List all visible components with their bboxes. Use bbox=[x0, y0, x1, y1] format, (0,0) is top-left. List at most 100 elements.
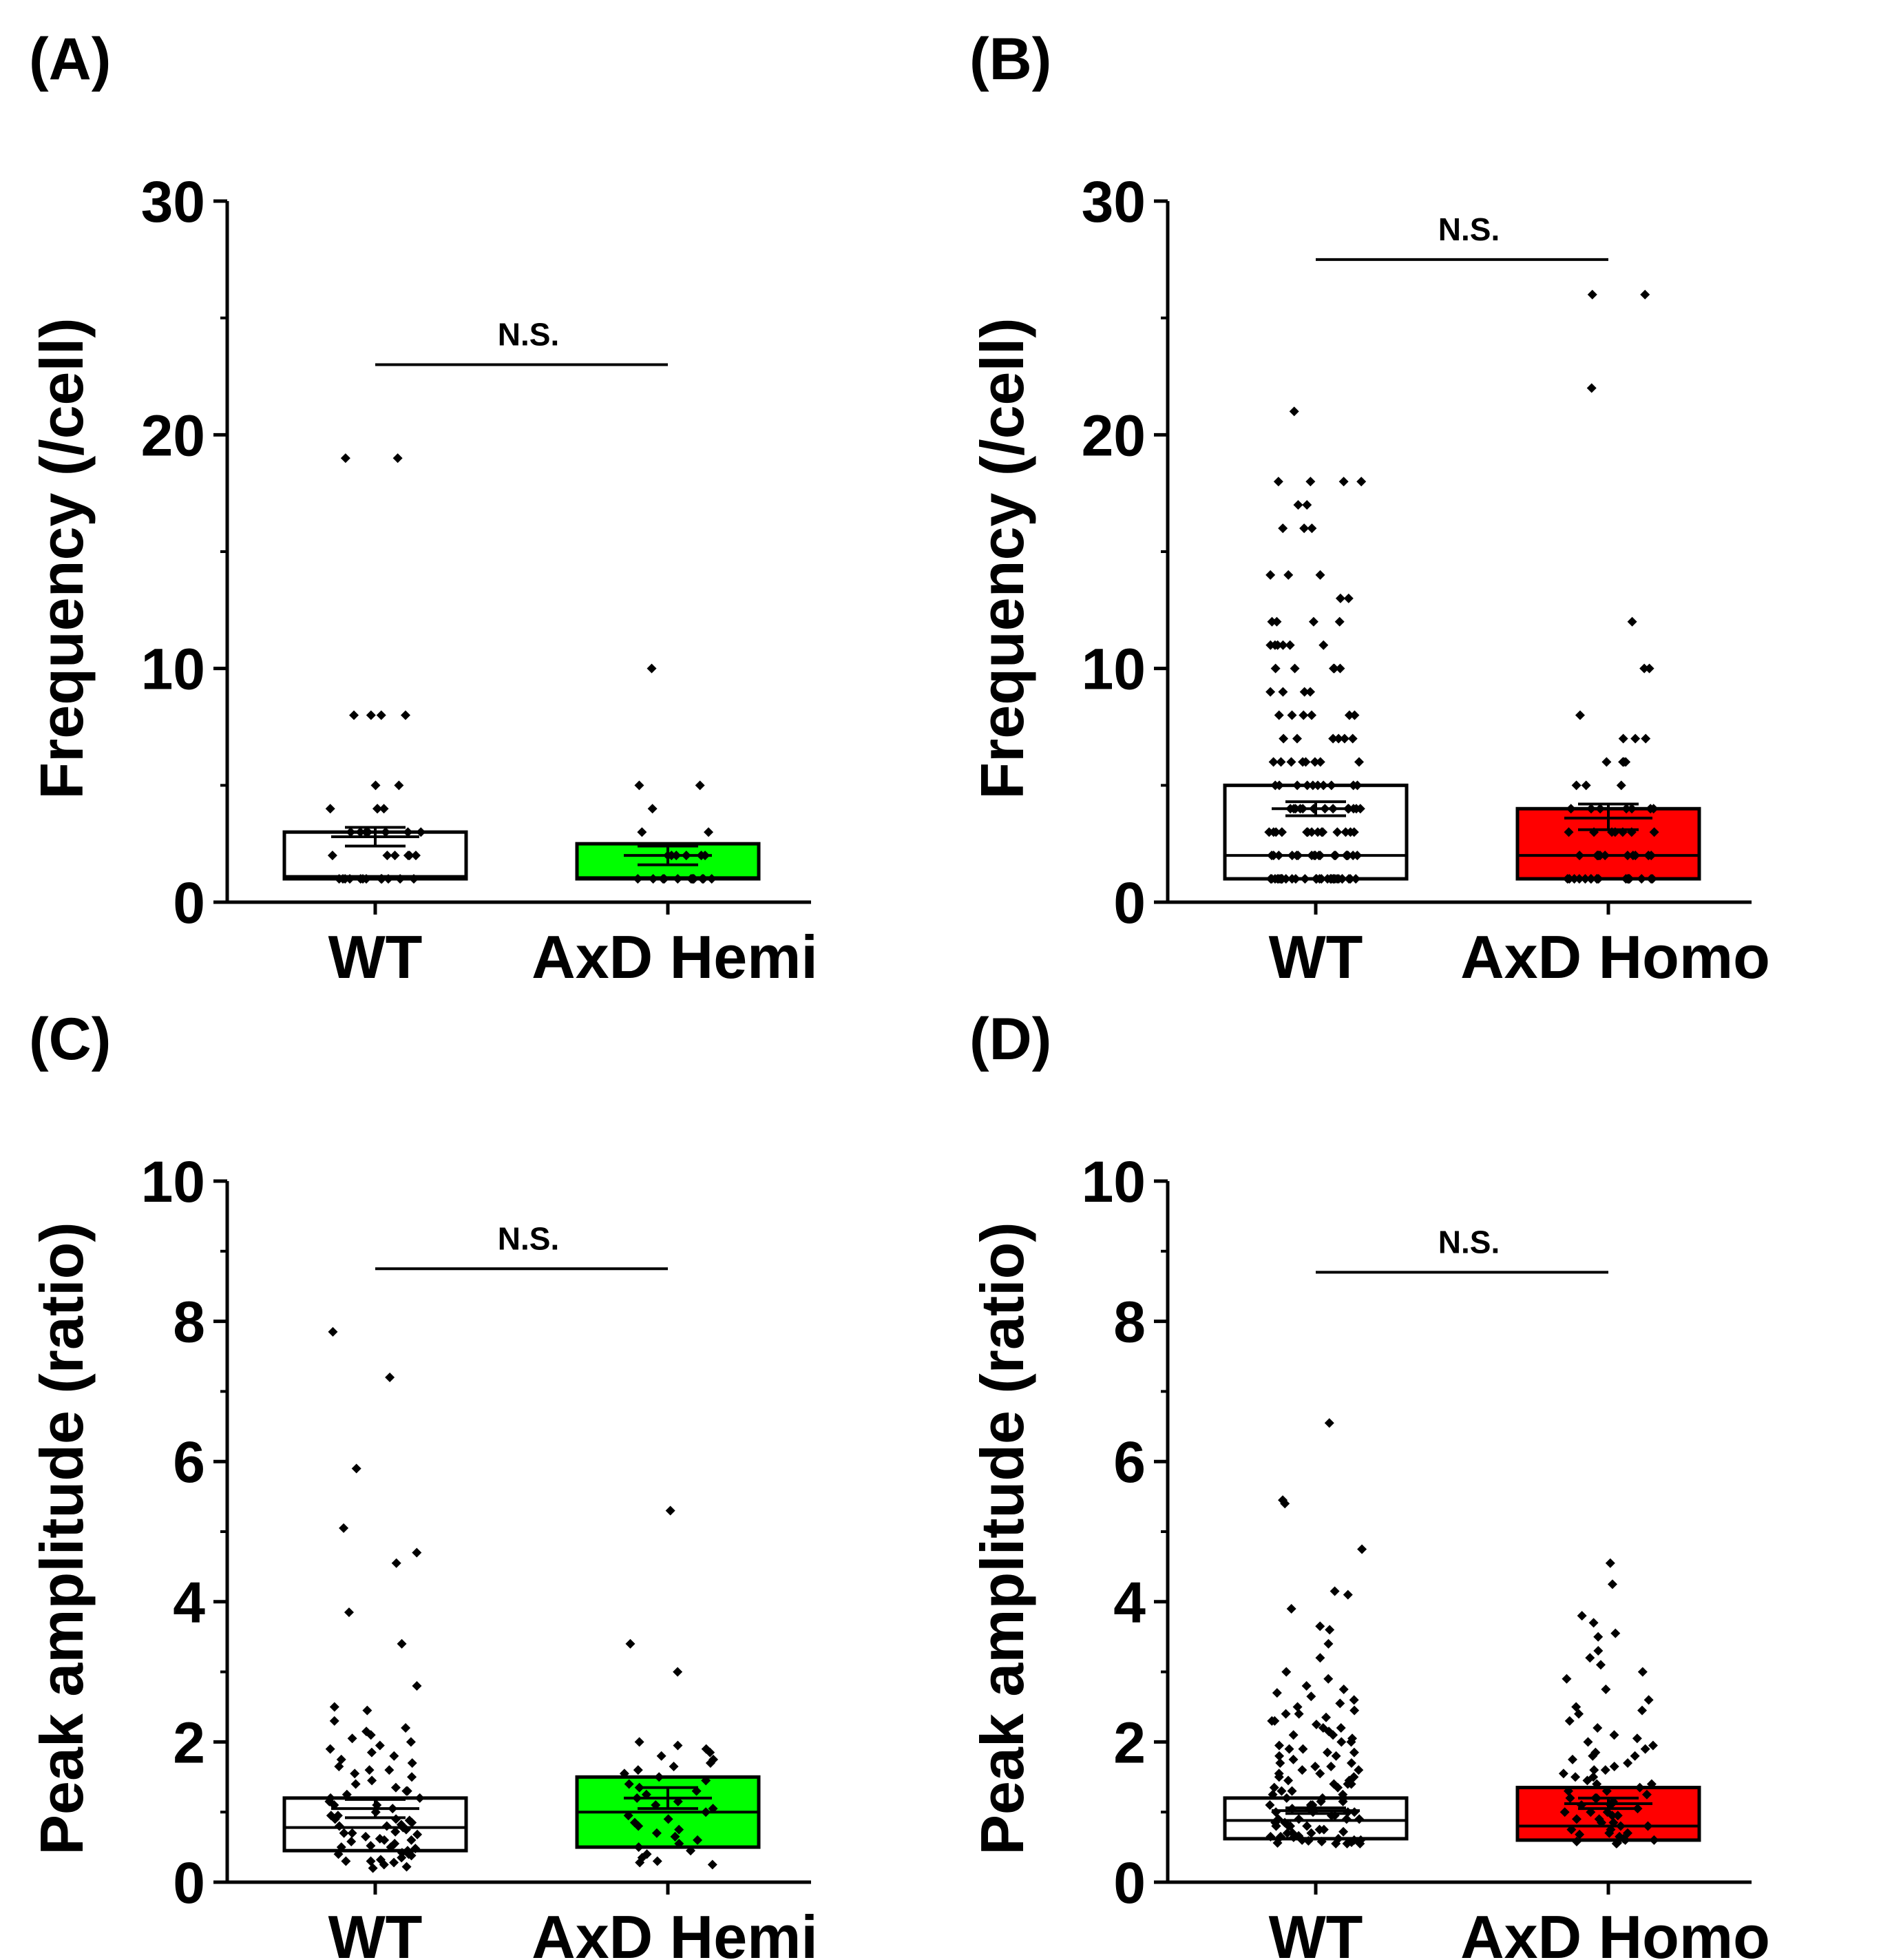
data-point bbox=[1274, 1769, 1284, 1779]
data-point bbox=[624, 1779, 634, 1789]
data-point bbox=[1306, 1691, 1316, 1702]
data-point bbox=[406, 1737, 416, 1747]
data-point bbox=[1637, 1667, 1648, 1677]
data-point bbox=[1264, 827, 1274, 837]
x-category-label: WT bbox=[1269, 923, 1363, 991]
data-point bbox=[1292, 851, 1302, 861]
data-point bbox=[1595, 804, 1606, 814]
data-point bbox=[328, 1326, 338, 1337]
data-point bbox=[1581, 780, 1591, 791]
data-point bbox=[382, 851, 392, 861]
data-point bbox=[1627, 804, 1637, 814]
data-point bbox=[325, 1744, 335, 1754]
panel-label: (C) bbox=[29, 1006, 111, 1072]
data-point bbox=[407, 1772, 417, 1782]
panel-a: (A) 0 10 20 30 Frequency (/cell) WT AxD Hemi N.S… bbox=[0, 0, 941, 991]
data-point bbox=[1315, 1769, 1325, 1779]
data-point bbox=[368, 1863, 378, 1873]
data-point bbox=[663, 1814, 673, 1824]
data-point bbox=[366, 710, 376, 720]
data-point bbox=[1307, 523, 1317, 534]
data-point bbox=[386, 1842, 396, 1853]
data-point bbox=[1336, 1723, 1346, 1733]
data-point bbox=[1601, 1786, 1612, 1796]
panel-label: (D) bbox=[969, 1006, 1051, 1072]
data-point bbox=[654, 1772, 664, 1782]
data-point bbox=[1348, 780, 1358, 791]
data-point bbox=[1316, 1796, 1326, 1806]
data-point bbox=[1301, 1680, 1312, 1691]
data-point bbox=[379, 1859, 389, 1870]
data-point bbox=[1619, 1833, 1629, 1844]
data-point bbox=[1600, 851, 1610, 861]
data-point bbox=[1284, 1744, 1294, 1754]
data-point bbox=[1641, 733, 1651, 744]
data-point bbox=[1580, 874, 1590, 884]
data-point bbox=[325, 804, 335, 814]
data-point bbox=[623, 1811, 633, 1821]
data-point bbox=[1627, 616, 1637, 627]
data-point bbox=[1558, 1769, 1568, 1779]
data-point bbox=[1586, 874, 1596, 884]
data-point bbox=[701, 1775, 711, 1786]
y-axis-label: Peak amplitude (ratio) bbox=[968, 1222, 1036, 1855]
data-point bbox=[1265, 570, 1276, 580]
data-point bbox=[633, 874, 643, 884]
data-point bbox=[647, 804, 658, 814]
data-point bbox=[1640, 289, 1650, 300]
data-point bbox=[1285, 1821, 1296, 1831]
data-point bbox=[1615, 1821, 1626, 1831]
data-point bbox=[385, 1373, 395, 1383]
data-point bbox=[1271, 827, 1281, 837]
data-point bbox=[1303, 1835, 1314, 1846]
data-point bbox=[327, 851, 337, 861]
data-point bbox=[1274, 710, 1284, 720]
data-point bbox=[1305, 687, 1316, 697]
y-axis-label: Peak amplitude (ratio) bbox=[28, 1222, 96, 1855]
data-point bbox=[1347, 733, 1358, 744]
data-point bbox=[686, 1846, 696, 1856]
data-point bbox=[394, 780, 404, 791]
data-point bbox=[1307, 851, 1317, 861]
data-point bbox=[379, 1835, 390, 1845]
data-point bbox=[1326, 780, 1336, 791]
data-point bbox=[410, 851, 421, 861]
data-point bbox=[334, 1762, 344, 1772]
data-point bbox=[1637, 874, 1647, 884]
panel-label: (A) bbox=[29, 26, 111, 92]
data-point bbox=[349, 710, 359, 720]
data-point bbox=[347, 1733, 357, 1744]
data-point bbox=[1325, 1625, 1335, 1635]
data-point bbox=[1272, 1688, 1282, 1698]
data-point bbox=[1586, 383, 1597, 393]
data-point bbox=[1294, 1709, 1304, 1719]
data-point bbox=[1281, 1667, 1292, 1677]
data-point bbox=[1646, 874, 1657, 884]
data-point bbox=[372, 804, 382, 814]
data-point bbox=[1326, 1762, 1336, 1772]
series-group-wt bbox=[1223, 406, 1409, 884]
data-point bbox=[1583, 1737, 1593, 1747]
x-category-label: AxD Hemi bbox=[532, 923, 818, 991]
data-point bbox=[1274, 851, 1284, 861]
data-point bbox=[1601, 1685, 1611, 1695]
data-point bbox=[1640, 1744, 1650, 1754]
data-point bbox=[625, 1638, 635, 1649]
data-point bbox=[329, 1716, 339, 1726]
data-point bbox=[708, 1754, 719, 1764]
data-point bbox=[397, 1638, 407, 1649]
data-point bbox=[674, 1839, 684, 1849]
data-point bbox=[1312, 780, 1323, 791]
data-point bbox=[1643, 851, 1654, 861]
data-point bbox=[1335, 1698, 1345, 1709]
data-point bbox=[397, 1848, 407, 1858]
data-point bbox=[695, 780, 705, 791]
data-point bbox=[1354, 757, 1364, 767]
y-tick-label: 8 bbox=[173, 1290, 205, 1355]
data-point bbox=[401, 1824, 411, 1835]
data-point bbox=[1646, 804, 1656, 814]
data-point bbox=[344, 1607, 354, 1618]
data-point bbox=[1272, 616, 1282, 627]
data-point bbox=[1616, 780, 1626, 791]
data-point bbox=[375, 1740, 385, 1751]
